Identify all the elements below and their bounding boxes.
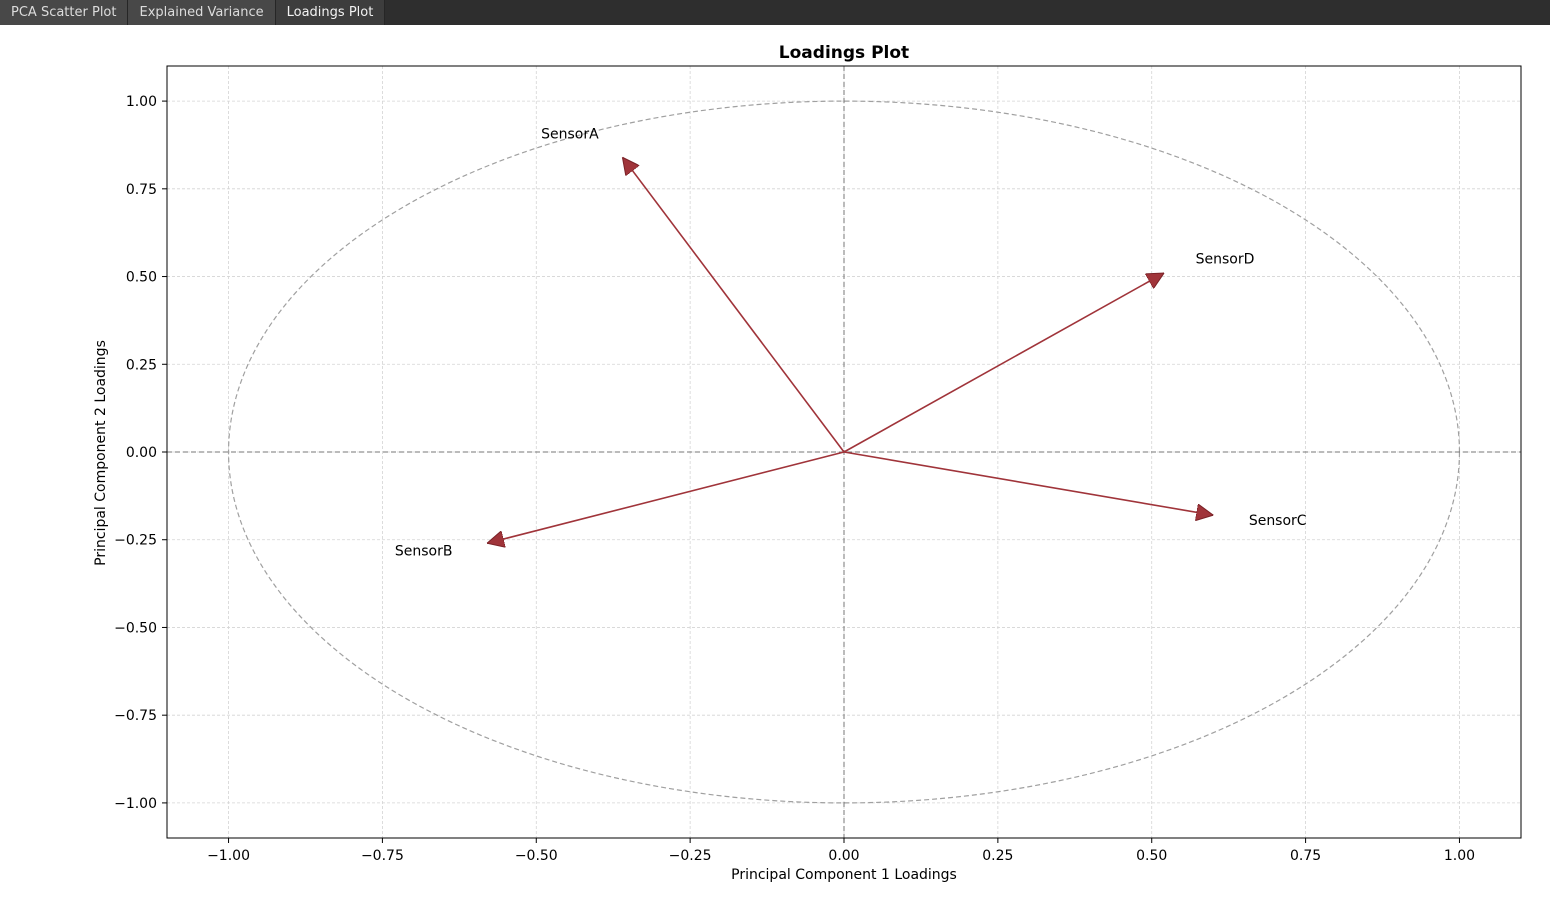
tab-pca-scatter-plot[interactable]: PCA Scatter Plot [0,0,129,25]
x-tick-label: −0.25 [669,848,712,864]
y-tick-label: 0.50 [126,270,157,286]
chart-area: Loadings Plot SensorA SensorB SensorC Senso… [0,25,1550,902]
loading-label-sensora: SensorA [541,127,599,143]
x-tick-label: 0.00 [828,848,859,864]
loading-label-sensorc: SensorC [1249,513,1307,529]
x-tick-label: 0.75 [1290,848,1321,864]
loading-label-sensord: SensorD [1196,252,1255,268]
x-tick-label: −0.75 [361,848,404,864]
y-tick-label: −0.25 [114,533,157,549]
tab-explained-variance[interactable]: Explained Variance [128,0,276,25]
loading-arrow-sensord [843,272,1164,453]
x-tick-label: −0.50 [515,848,558,864]
y-tick-label: 0.25 [126,357,157,373]
x-axis-label: Principal Component 1 Loadings [731,867,957,883]
y-tick-label: −0.50 [114,620,157,636]
x-tick-label: −1.00 [207,848,250,864]
y-tick-label: 0.75 [126,182,157,198]
y-tick-label: 0.00 [126,445,157,461]
x-tick-label: 1.00 [1444,848,1475,864]
tab-bar: PCA Scatter Plot Explained Variance Load… [0,0,1550,25]
loading-label-sensorb: SensorB [395,544,453,560]
y-axis-label: Principal Component 2 Loadings [93,340,109,566]
x-tick-label: 0.50 [1136,848,1167,864]
chart-title: Loadings Plot [779,43,909,63]
y-tick-label: 1.00 [126,94,157,110]
loadings-chart: Loadings Plot SensorA SensorB SensorC Senso… [93,43,1522,883]
loading-arrow-sensorb [487,451,845,543]
tab-loadings-plot[interactable]: Loadings Plot [275,0,386,25]
loading-arrow-sensorc [843,451,1213,515]
y-tick-label: −0.75 [114,708,157,724]
x-tick-label: 0.25 [982,848,1013,864]
loading-arrow-sensora [622,157,845,453]
y-tick-label: −1.00 [114,796,157,812]
